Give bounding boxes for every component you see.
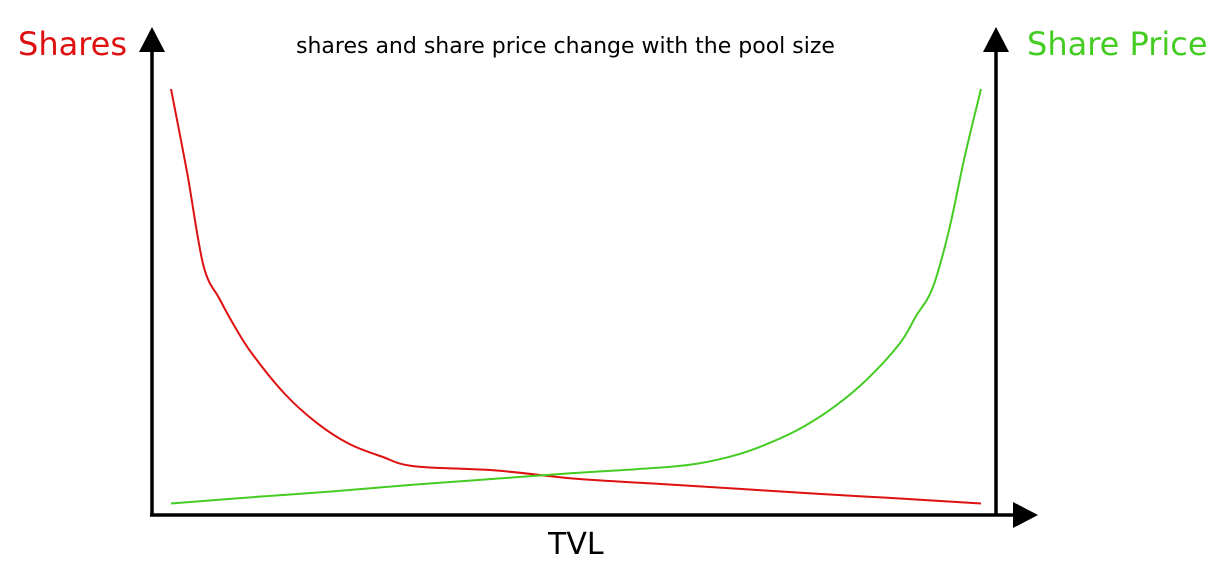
- x-axis-arrow: [1013, 502, 1038, 528]
- series-line-share-price: [170, 88, 982, 505]
- y-axis-right-label: Share Price: [1027, 25, 1208, 63]
- chart-title: shares and share price change with the p…: [296, 34, 835, 59]
- y-axis-left-arrow: [139, 27, 165, 52]
- series-line-shares: [170, 88, 982, 505]
- x-axis-label: TVL: [548, 527, 604, 562]
- y-axis-right-arrow: [983, 27, 1009, 52]
- y-axis-left-label: Shares: [18, 25, 128, 63]
- plot-lines: [170, 88, 982, 505]
